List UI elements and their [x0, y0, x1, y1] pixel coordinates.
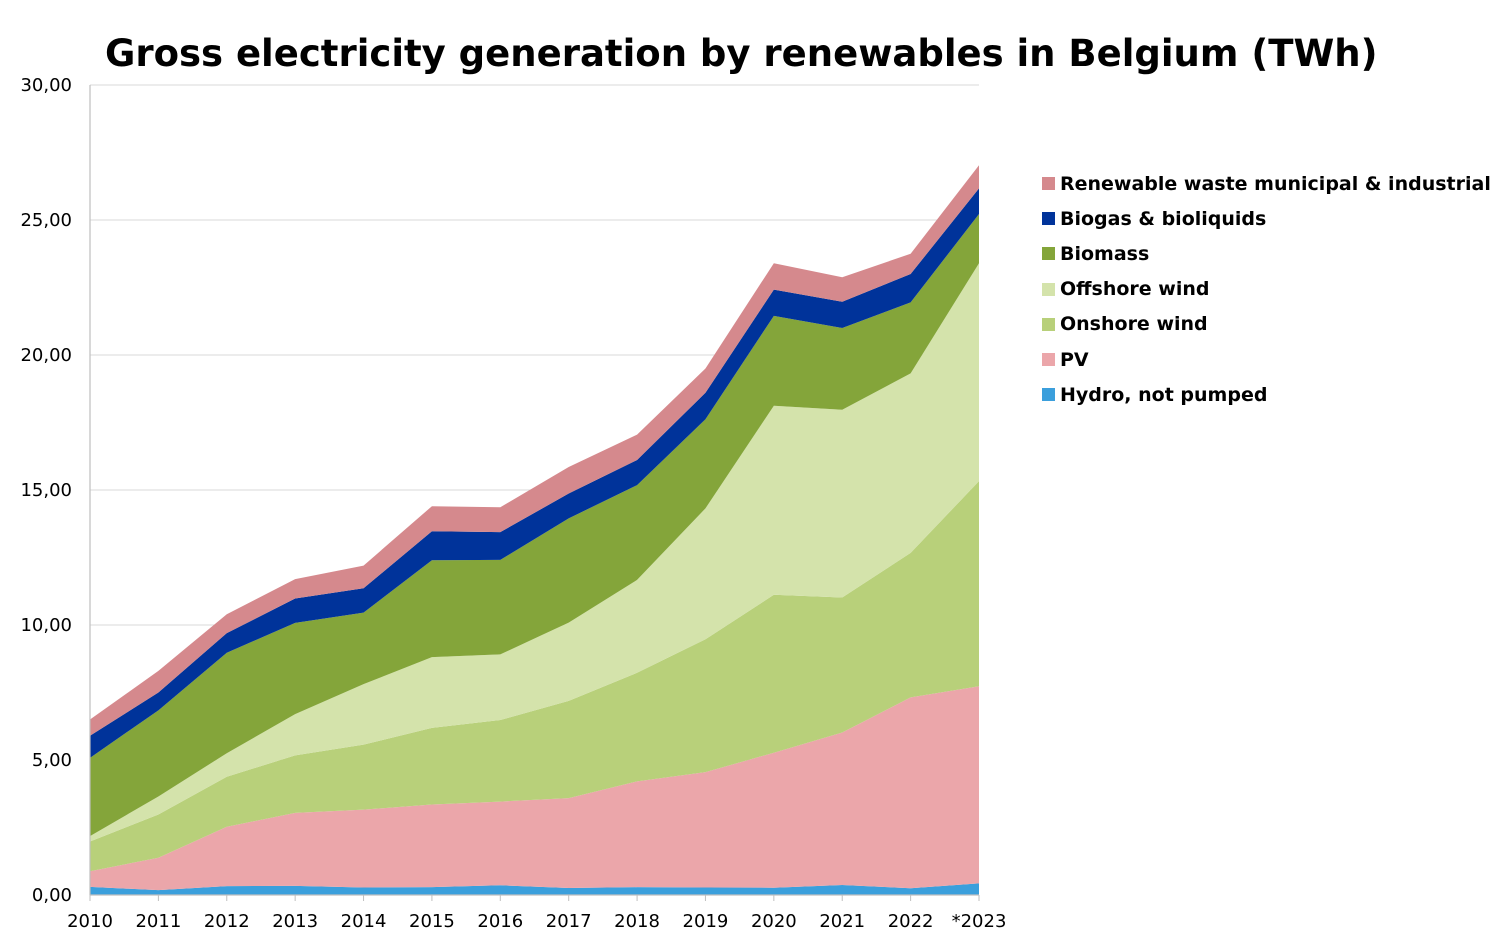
legend-label: PV	[1060, 348, 1089, 371]
legend-item: Biogas & bioliquids	[1042, 201, 1491, 236]
y-tick-label: 30,00	[20, 75, 72, 96]
legend-item: Onshore wind	[1042, 307, 1491, 342]
legend-swatch	[1042, 177, 1055, 191]
legend-label: Renewable waste municipal & industrial	[1060, 172, 1491, 195]
area-series-biogas-bioliquids	[90, 188, 979, 758]
x-tick-label: 2010	[67, 911, 113, 932]
x-tick-label: 2013	[272, 911, 318, 932]
legend-swatch	[1042, 247, 1055, 261]
legend-swatch	[1042, 353, 1055, 367]
x-tick-label: 2011	[135, 911, 181, 932]
legend-label: Onshore wind	[1060, 313, 1208, 336]
x-tick-label: 2018	[614, 911, 660, 932]
legend-label: Hydro, not pumped	[1060, 383, 1268, 406]
x-tick-label: 2019	[683, 911, 729, 932]
axis-layer: 0,00 5,00 10,00 15,00 20,00 25,00 30,00 2010 201…	[20, 75, 1006, 932]
legend-swatch	[1042, 388, 1055, 402]
legend: Renewable waste municipal & industrial Bi…	[1042, 166, 1491, 412]
y-tick-label: 20,00	[20, 345, 72, 366]
legend-item: Hydro, not pumped	[1042, 377, 1491, 412]
area-series-renewable-waste-municipal-industrial	[90, 165, 979, 736]
legend-swatch	[1042, 212, 1055, 226]
legend-item: Biomass	[1042, 236, 1491, 271]
legend-item: Renewable waste municipal & industrial	[1042, 166, 1491, 201]
area-series-biomass	[90, 214, 979, 837]
chart-title: Gross electricity generation by renewabl…	[105, 32, 1378, 75]
area-series-offshore-wind	[90, 263, 979, 842]
y-tick-label: 5,00	[32, 750, 72, 771]
legend-item: Offshore wind	[1042, 272, 1491, 307]
legend-swatch	[1042, 317, 1055, 331]
legend-label: Offshore wind	[1060, 278, 1210, 301]
y-tick-label: 10,00	[20, 615, 72, 636]
y-tick-label: 25,00	[20, 210, 72, 231]
x-tick-label: 2012	[204, 911, 250, 932]
x-tick-label: 2016	[477, 911, 523, 932]
legend-swatch	[1042, 282, 1055, 296]
y-tick-label: 15,00	[20, 480, 72, 501]
x-tick-label: 2015	[409, 911, 455, 932]
x-tick-label: 2022	[888, 911, 934, 932]
area-series-pv	[90, 686, 979, 891]
x-tick-label: 2021	[819, 911, 865, 932]
legend-label: Biomass	[1060, 242, 1150, 265]
area-layer	[90, 165, 979, 895]
y-tick-label: 0,00	[32, 885, 72, 906]
legend-label: Biogas & bioliquids	[1060, 207, 1267, 230]
x-tick-label: 2017	[546, 911, 592, 932]
x-tick-label: 2014	[341, 911, 387, 932]
area-series-hydro-not-pumped	[90, 883, 979, 895]
legend-item: PV	[1042, 342, 1491, 377]
x-tick-label: *2023	[952, 911, 1007, 932]
area-series-onshore-wind	[90, 481, 979, 872]
x-tick-label: 2020	[751, 911, 797, 932]
